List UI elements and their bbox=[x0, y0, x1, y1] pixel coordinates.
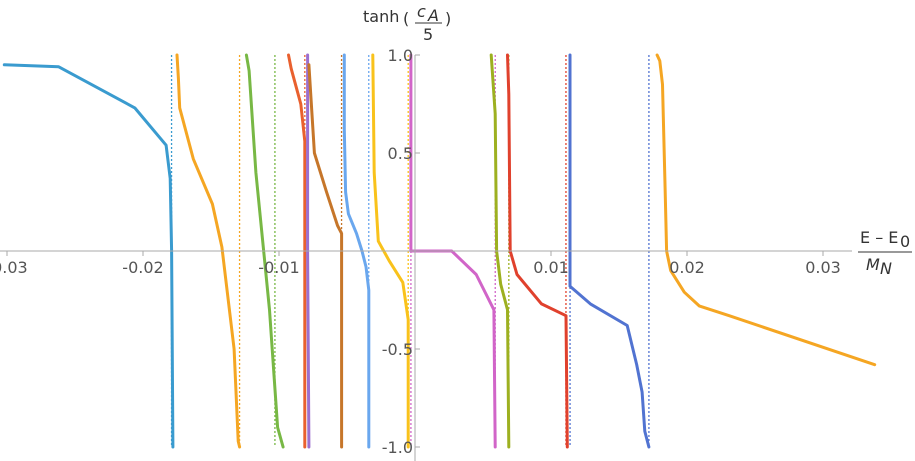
series-line-5 bbox=[307, 63, 344, 449]
y-tick-label-3: -1.0 bbox=[382, 438, 413, 457]
x-tick-label-4: 0.02 bbox=[669, 258, 705, 277]
data-series bbox=[2, 53, 877, 449]
x-ticks: -0.03 -0.02 -0.01 0.01 0.02 0.03 bbox=[0, 251, 841, 277]
y-axis-label: tanh ( c A 5 ) bbox=[363, 2, 451, 44]
y-label-den: 5 bbox=[423, 25, 433, 44]
axes bbox=[0, 55, 852, 461]
series-line-7 bbox=[371, 53, 410, 449]
y-tick-label-2: -0.5 bbox=[382, 340, 413, 359]
x-label-den-sub: N bbox=[880, 259, 892, 278]
y-tick-label-1: 0.5 bbox=[388, 144, 413, 163]
series-line-12 bbox=[655, 53, 877, 367]
series-line-8 bbox=[409, 53, 497, 449]
x-tick-label-1: -0.02 bbox=[122, 258, 163, 277]
y-label-num: c bbox=[417, 2, 426, 21]
y-tick-label-0: 1.0 bbox=[388, 46, 413, 65]
x-tick-label-3: 0.01 bbox=[533, 258, 569, 277]
y-label-num-sub: A bbox=[427, 6, 439, 25]
series-line-3 bbox=[287, 53, 307, 449]
series-line-1 bbox=[175, 53, 242, 449]
x-tick-label-5: 0.03 bbox=[805, 258, 841, 277]
series-line-6 bbox=[342, 53, 371, 449]
y-ticks: 1.0 0.5 -0.5 -1.0 bbox=[382, 46, 420, 457]
x-label-num: E – E bbox=[860, 228, 898, 247]
series-line-9 bbox=[489, 53, 511, 449]
x-tick-label-2: -0.01 bbox=[258, 258, 299, 277]
x-axis-label: E – E 0 M N bbox=[858, 228, 912, 278]
y-label-func: tanh bbox=[363, 7, 399, 26]
x-tick-label-0: -0.03 bbox=[0, 258, 28, 277]
series-line-0 bbox=[2, 63, 175, 449]
y-label-close-paren: ) bbox=[445, 9, 451, 28]
x-label-den: M bbox=[866, 255, 880, 274]
y-label-open-paren: ( bbox=[403, 9, 409, 28]
series-line-11 bbox=[568, 53, 651, 449]
series-line-2 bbox=[244, 53, 285, 449]
x-label-num-sub: 0 bbox=[900, 232, 910, 251]
series-line-10 bbox=[506, 53, 569, 449]
